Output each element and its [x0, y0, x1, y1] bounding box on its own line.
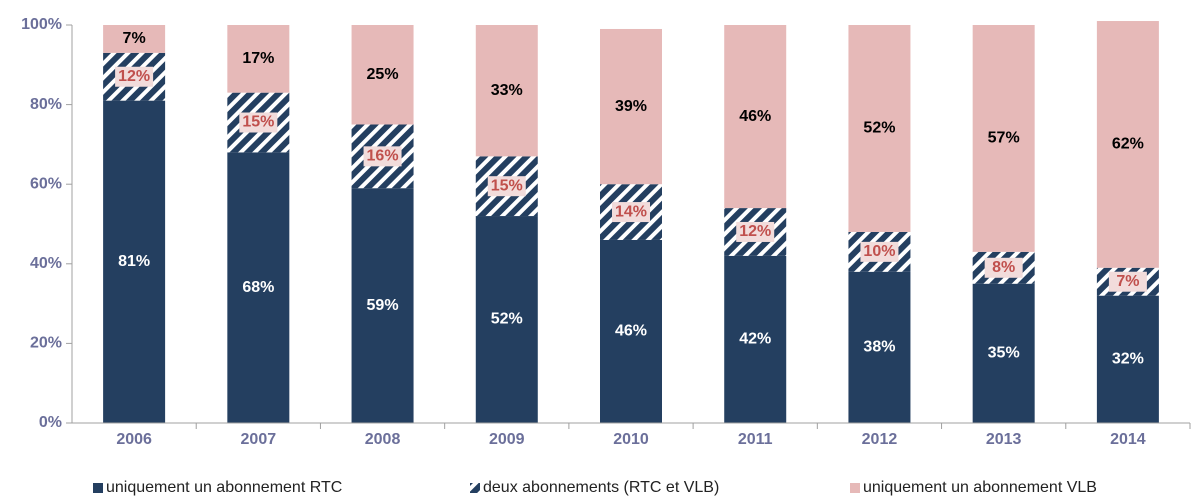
bar-segment — [848, 25, 911, 232]
bar-segment — [1096, 21, 1159, 268]
legend-swatch — [850, 483, 860, 493]
legend-label: uniquement un abonnement VLB — [863, 479, 1097, 496]
value-label: 33% — [491, 82, 523, 99]
label-background — [239, 112, 278, 133]
label-background — [487, 176, 526, 197]
value-label: 38% — [863, 339, 895, 356]
legend-label: deux abonnements (RTC et VLB) — [483, 479, 719, 496]
label-background — [612, 202, 650, 223]
x-tick-label: 2009 — [489, 431, 525, 448]
bar-segment — [972, 25, 1035, 252]
bar-segment — [475, 216, 538, 423]
x-tick-label: 2014 — [1110, 431, 1146, 448]
label-background — [736, 221, 775, 242]
value-label: 52% — [863, 120, 895, 137]
value-label: 12% — [118, 68, 150, 85]
value-label: 59% — [367, 297, 399, 314]
x-tick-label: 2006 — [116, 431, 152, 448]
value-label: 68% — [242, 279, 274, 296]
label-background — [115, 66, 154, 87]
label-background — [363, 146, 402, 167]
legend-swatch — [93, 483, 103, 493]
label-background — [860, 241, 899, 262]
x-tick-label: 2012 — [862, 431, 898, 448]
y-tick-label: 60% — [30, 175, 62, 192]
value-label: 15% — [242, 114, 274, 131]
label-background — [984, 257, 1023, 278]
bar-segment — [600, 239, 662, 423]
y-tick-label: 100% — [21, 16, 62, 33]
bar-segment — [724, 255, 787, 423]
y-tick-label: 40% — [30, 255, 62, 272]
value-label: 52% — [491, 311, 523, 328]
bar-segment — [848, 271, 911, 423]
bar-segment — [972, 283, 1035, 423]
value-label: 42% — [739, 331, 771, 348]
x-tick-label: 2008 — [365, 431, 401, 448]
value-label: 10% — [863, 243, 895, 260]
bar-segment — [475, 25, 538, 157]
value-label: 7% — [123, 30, 146, 47]
bar-segment — [724, 25, 787, 209]
value-label: 39% — [615, 98, 647, 115]
y-tick-label: 20% — [30, 335, 62, 352]
x-tick-label: 2013 — [986, 431, 1022, 448]
value-label: 17% — [242, 50, 274, 67]
value-label: 62% — [1112, 136, 1144, 153]
value-label: 81% — [118, 253, 150, 270]
x-tick-label: 2007 — [241, 431, 277, 448]
value-label: 8% — [992, 259, 1015, 276]
legend-label: uniquement un abonnement RTC — [106, 479, 342, 496]
value-label: 15% — [491, 177, 523, 194]
y-tick-label: 80% — [30, 96, 62, 113]
bar-segment — [103, 100, 166, 424]
value-label: 57% — [988, 130, 1020, 147]
x-tick-label: 2011 — [738, 431, 773, 448]
legend-swatch — [470, 483, 480, 493]
value-label: 46% — [615, 323, 647, 340]
value-label: 7% — [1116, 273, 1139, 290]
y-tick-label: 0% — [39, 414, 62, 431]
bar-segment — [351, 188, 414, 423]
bar-segment — [351, 25, 414, 125]
value-label: 12% — [739, 223, 771, 240]
value-label: 32% — [1112, 351, 1144, 368]
bar-segment — [227, 152, 290, 424]
value-label: 16% — [367, 148, 399, 165]
label-background — [1108, 271, 1147, 292]
value-label: 46% — [739, 108, 771, 125]
value-label: 35% — [988, 345, 1020, 362]
bar-segment — [103, 25, 166, 53]
bar-segment — [227, 25, 290, 93]
bar-segment — [600, 28, 662, 185]
bar-segment — [1096, 295, 1159, 423]
value-label: 14% — [615, 203, 647, 220]
value-label: 25% — [367, 66, 399, 83]
x-tick-label: 2010 — [613, 431, 649, 448]
